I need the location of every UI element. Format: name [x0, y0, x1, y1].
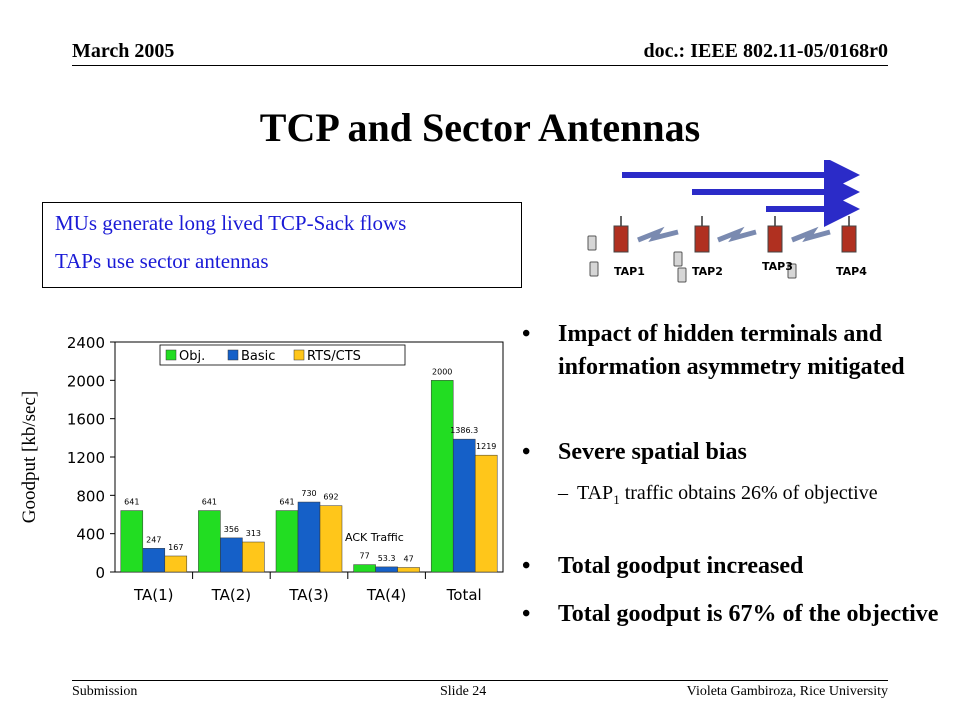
bar-value-label: 47	[404, 554, 414, 563]
bar-basic	[220, 537, 243, 573]
bar-rtscts	[397, 567, 420, 573]
tap-tower-3	[767, 216, 783, 253]
footer-divider	[72, 680, 888, 681]
y-tick-label: 0	[95, 564, 105, 582]
wireless-link-1	[637, 226, 679, 243]
bar-value-label: 641	[124, 498, 139, 507]
x-tick-label: Total	[446, 586, 482, 604]
mobile-unit-icon	[589, 261, 599, 277]
header-doc-id: doc.: IEEE 802.11-05/0168r0	[643, 40, 888, 62]
bar-value-label: 2000	[432, 367, 452, 376]
bar-value-label: 247	[146, 535, 161, 544]
legend-swatch	[165, 349, 177, 361]
bar-value-label: 641	[202, 498, 217, 507]
mobile-unit-icon	[587, 235, 597, 251]
x-tick-label: TA(4)	[366, 586, 407, 604]
goodput-bar-chart: 0 400 800 1200 1600 2000 2400 Goodput [kb/sec] T…	[19, 334, 504, 604]
bar-rtscts	[164, 555, 188, 573]
bar-basic	[452, 438, 476, 573]
y-axis-title: Goodput [kb/sec]	[19, 391, 40, 523]
y-tick-label: 400	[76, 526, 105, 544]
chart-legend	[159, 344, 406, 366]
x-tick-label: TA(3)	[288, 586, 329, 604]
sub-bullet-subscript: 1	[613, 492, 620, 507]
sub-bullet-dash: –	[558, 482, 568, 504]
bullet-text: Severe spatial bias	[558, 439, 747, 465]
sub-bullet-text: traffic obtains 26% of objective	[619, 482, 878, 504]
bar-value-label: 53.3	[378, 554, 396, 563]
slide-title: TCP and Sector Antennas	[259, 105, 701, 150]
bar-value-label: 313	[246, 529, 261, 538]
bullet-text: Total goodput increased	[558, 553, 804, 579]
header-divider	[72, 65, 888, 66]
wireless-link-3	[791, 226, 831, 243]
legend-label: Basic	[241, 349, 275, 364]
tap-tower-2	[694, 216, 710, 253]
bar-rtscts	[474, 454, 498, 573]
tap-label: TAP2	[692, 265, 723, 278]
bar-value-label: 730	[301, 489, 316, 498]
sub-bullet-prefix: TAP	[577, 482, 614, 504]
footer-author: Violeta Gambiroza, Rice University	[686, 684, 888, 699]
tap-label: TAP4	[836, 265, 867, 278]
header-date: March 2005	[72, 40, 175, 62]
x-tick-label: TA(2)	[211, 586, 252, 604]
tap-label: TAP3	[762, 260, 793, 273]
bar-obj	[430, 380, 454, 573]
bar-value-label: 1386.3	[450, 426, 478, 435]
sub-bullet-item: – TAP1 traffic obtains 26% of objective	[558, 480, 878, 513]
bar-rtscts	[319, 505, 343, 573]
bar-basic	[297, 501, 321, 573]
bar-value-label: 77	[360, 552, 370, 561]
legend-swatch	[293, 349, 305, 361]
mobile-unit-icon	[677, 267, 687, 283]
assumption-mus: MUs generate long lived TCP-Sack flows	[55, 211, 407, 235]
bar-rtscts	[242, 541, 265, 573]
assumptions-box: MUs generate long lived TCP-Sack flows T…	[42, 202, 522, 288]
network-diagram: TAP1 TAP2 TAP3 TAP4	[587, 160, 867, 283]
y-tick-label: 2400	[67, 334, 105, 352]
bar-obj	[275, 510, 299, 573]
bar-basic	[375, 566, 398, 573]
bar-value-label: 356	[224, 525, 239, 534]
y-tick-label: 1200	[67, 449, 105, 467]
x-tick-label: TA(1)	[133, 586, 174, 604]
ack-traffic-annotation: ACK Traffic	[345, 531, 404, 544]
bar-value-label: 167	[168, 543, 183, 552]
bar-obj	[120, 510, 144, 573]
bullet-text: Total goodput is 67% of the objective	[558, 601, 939, 627]
bar-basic	[142, 548, 166, 573]
legend-swatch	[227, 349, 239, 361]
tap-tower-4	[841, 216, 857, 253]
bar-value-label: 641	[279, 498, 294, 507]
tap-label: TAP1	[614, 265, 645, 278]
footer-slide-number: Slide 24	[440, 684, 487, 699]
bar-value-label: 1219	[476, 442, 496, 451]
assumption-taps: TAPs use sector antennas	[55, 249, 269, 273]
bar-obj	[198, 510, 221, 573]
y-tick-label: 1600	[67, 411, 105, 429]
wireless-link-2	[717, 226, 757, 243]
y-tick-label: 800	[76, 487, 105, 505]
footer-submission: Submission	[72, 684, 138, 699]
legend-label: RTS/CTS	[307, 349, 361, 364]
bullet-text: Impact of hidden terminals and informati…	[558, 321, 905, 380]
mobile-unit-icon	[787, 263, 797, 279]
mobile-unit-icon	[673, 251, 683, 267]
bar-obj	[353, 564, 376, 573]
bar-value-label: 692	[323, 493, 338, 502]
legend-label: Obj.	[179, 349, 205, 364]
y-tick-label: 2000	[67, 372, 105, 390]
tap-tower-1	[613, 216, 629, 253]
